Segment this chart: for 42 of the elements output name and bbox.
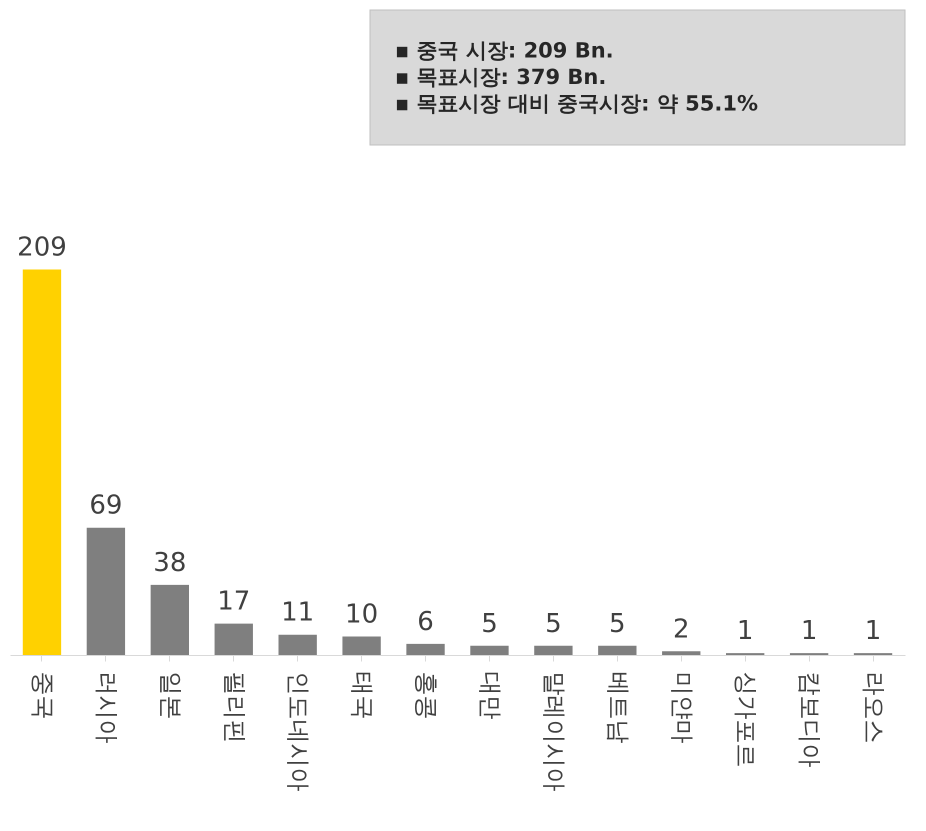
bar <box>342 636 381 655</box>
x-tick-label: 필리핀 <box>220 672 249 744</box>
x-tick-label: 인도네시아 <box>284 672 313 792</box>
data-label: 1 <box>800 616 818 646</box>
x-tick-label: 태국 <box>348 672 377 720</box>
x-tick-label: 베트남 <box>604 672 632 744</box>
data-label: 11 <box>281 598 314 628</box>
x-tick-label: 말레이시아 <box>540 672 568 792</box>
data-label: 209 <box>17 232 67 263</box>
x-tick-label: 홍콩 <box>412 672 441 720</box>
bar <box>534 646 573 655</box>
data-label: 38 <box>153 548 186 578</box>
data-label: 69 <box>89 490 122 521</box>
bar <box>150 584 189 655</box>
data-label: 5 <box>609 608 626 639</box>
data-label: 6 <box>417 606 434 637</box>
bar <box>214 624 253 655</box>
data-label: 1 <box>864 616 882 646</box>
bar <box>278 634 317 655</box>
x-tick-label: 러시아 <box>92 672 121 744</box>
bar <box>406 644 445 655</box>
x-tick-label: 캄보디아 <box>796 672 824 768</box>
x-tick-label: 싱가포르 <box>732 672 760 768</box>
x-tick-label: 일본 <box>156 672 185 720</box>
data-label: 1 <box>736 616 754 646</box>
x-tick-label: 라오스 <box>860 672 888 744</box>
text: ▪ 목표시장: 379 Bn. <box>395 65 606 89</box>
data-label: 17 <box>217 586 250 617</box>
data-label: 10 <box>345 600 378 630</box>
x-tick-label: 미얀마 <box>668 672 696 744</box>
bar <box>662 651 700 655</box>
text: ▪ 목표시장 대비 중국시장: 약 55.1% <box>395 92 758 116</box>
x-tick-label: 중국 <box>28 672 57 720</box>
bar <box>598 646 636 655</box>
data-label: 5 <box>545 608 562 639</box>
data-label: 2 <box>672 614 690 644</box>
bar <box>86 528 126 655</box>
bar <box>22 270 62 655</box>
text: ▪ 중국 시장: 209 Bn. <box>395 38 614 62</box>
x-tick-label: 대만 <box>476 672 504 720</box>
bar <box>470 646 509 655</box>
data-label: 5 <box>481 608 498 639</box>
